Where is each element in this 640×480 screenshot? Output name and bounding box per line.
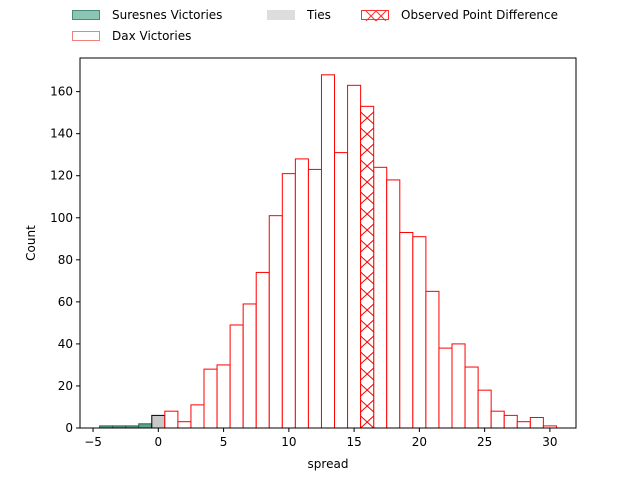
bar-dax-victories (229, 324, 244, 429)
hatch-line (360, 207, 375, 221)
bar-hatch (360, 111, 375, 429)
hatch-line (360, 159, 375, 173)
bar-dax-victories (373, 166, 388, 429)
bar-dax-victories (334, 152, 349, 429)
x-tick-label: 30 (542, 435, 557, 449)
bar-dax-victories (503, 414, 518, 429)
hatch-line (360, 239, 375, 253)
legend-label-suresnes-victories: Suresnes Victories (112, 8, 223, 22)
y-tick-label: 120 (50, 169, 73, 183)
bar-dax-victories (307, 168, 322, 429)
bar-dax-victories (477, 389, 492, 429)
plot-frame (79, 57, 577, 429)
y-tick-label: 160 (50, 85, 73, 99)
bar-dax-victories (490, 410, 505, 429)
y-ticks: 0 20 40 60 80 100 120 140 160 (50, 85, 80, 435)
suresnes-victories-swatch (72, 10, 100, 20)
y-tick-label: 0 (65, 421, 73, 435)
hatch-line (360, 399, 375, 413)
x-tick-label: 15 (346, 435, 361, 449)
hatch-line (360, 367, 375, 381)
bar-dax-victories (164, 410, 179, 429)
hatch-line (360, 143, 375, 157)
bar-dax-victories (177, 421, 192, 429)
bar-dax-victories (216, 364, 231, 429)
x-tick-label: 0 (154, 435, 162, 449)
legend-item-suresnes-victories: Suresnes Victories (72, 8, 222, 22)
bar-dax-victories (425, 290, 440, 429)
x-tick-label: −5 (84, 435, 102, 449)
bar-dax-victories (451, 343, 466, 429)
legend-label-ties: Ties (307, 8, 331, 22)
bar-dax-victories (294, 158, 309, 429)
hatch-line (360, 175, 375, 189)
bar-dax-victories (347, 84, 362, 429)
bar-dax-victories (242, 303, 257, 429)
hatch-line (360, 255, 375, 269)
bar-suresnes-victories (138, 423, 153, 429)
legend-item-ties: Ties (267, 8, 331, 22)
bar-dax-victories (412, 236, 427, 429)
hatch-line (360, 335, 375, 349)
bar-dax-victories (320, 74, 336, 429)
hatch-line (360, 127, 375, 141)
ties-swatch (267, 10, 295, 20)
hatch-line (360, 111, 375, 125)
legend: Suresnes Victories Dax Victories Ties Ob… (72, 6, 612, 50)
bar-dax-victories (190, 404, 205, 429)
bar-dax-victories (268, 215, 283, 429)
bars-group (99, 74, 557, 429)
x-tick-label: 10 (281, 435, 296, 449)
bar-dax-victories (516, 421, 531, 429)
hatch-line (360, 303, 375, 317)
x-tick-label: 20 (412, 435, 427, 449)
bar-dax-victories (529, 416, 544, 429)
hatch-line (360, 287, 375, 301)
y-tick-label: 20 (58, 379, 73, 393)
x-tick-label: 5 (220, 435, 228, 449)
y-tick-label: 140 (50, 127, 73, 141)
bar-dax-victories (203, 368, 218, 429)
bar-dax-victories (399, 231, 414, 429)
hatch-line (360, 223, 375, 237)
hatch-line (360, 383, 375, 397)
y-tick-label: 100 (50, 211, 73, 225)
legend-label-dax-victories: Dax Victories (112, 29, 192, 43)
legend-item-observed-point-difference: Observed Point Difference (361, 8, 558, 22)
observed-point-difference-swatch (361, 10, 389, 21)
legend-item-dax-victories: Dax Victories (72, 29, 191, 43)
legend-label-observed-point-difference: Observed Point Difference (401, 8, 559, 22)
bar-dax-victories (386, 179, 401, 429)
hatch-line (360, 351, 375, 365)
x-ticks: −5 0 5 10 15 20 25 30 (84, 428, 558, 449)
bar-dax-victories (255, 271, 270, 429)
bar-dax-victories (438, 347, 453, 429)
hatch-line (360, 271, 375, 285)
x-axis-label: spread (308, 457, 349, 471)
bar-dax-victories (281, 173, 296, 429)
hatch-x-icon (365, 11, 387, 21)
hatch-line (360, 415, 375, 429)
bar-dax-victories (464, 366, 479, 429)
y-tick-label: 80 (58, 253, 73, 267)
bar-ties (151, 414, 166, 429)
y-axis-label: Count (24, 225, 38, 261)
x-tick-label: 25 (477, 435, 492, 449)
dax-victories-swatch (72, 31, 100, 41)
hatch-line (360, 191, 375, 205)
hatch-line (360, 319, 375, 333)
y-tick-label: 60 (58, 295, 73, 309)
y-tick-label: 40 (58, 337, 73, 351)
